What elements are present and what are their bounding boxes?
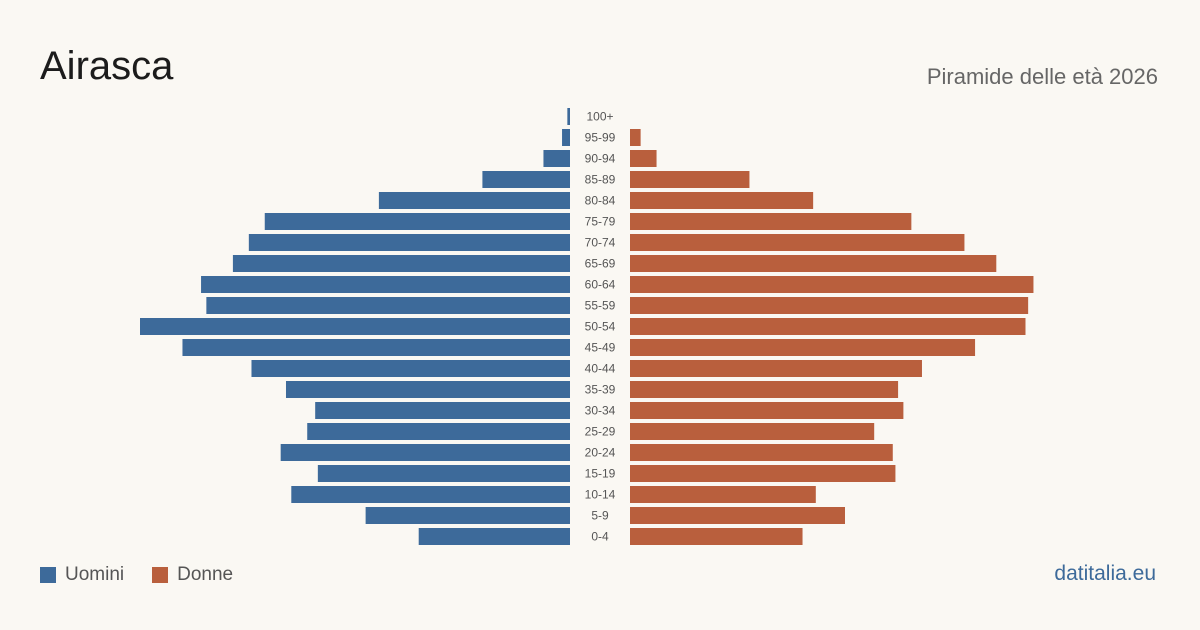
age-label-25-29: 25-29: [585, 425, 616, 439]
bar-women-5-9: [630, 507, 845, 524]
bar-men-15-19: [317, 465, 570, 482]
bar-women-80-84: [630, 192, 814, 209]
bar-women-65-69: [630, 255, 997, 272]
bar-men-40-44: [251, 360, 570, 377]
bar-women-10-14: [630, 486, 816, 503]
bar-women-95-99: [630, 129, 641, 146]
bar-women-40-44: [630, 360, 922, 377]
age-label-75-79: 75-79: [585, 215, 616, 229]
age-label-90-94: 90-94: [585, 152, 616, 166]
legend-swatch-men: [40, 567, 56, 583]
bar-men-60-64: [201, 276, 570, 293]
age-label-95-99: 95-99: [585, 131, 616, 145]
bar-women-75-79: [630, 213, 912, 230]
legend-item-women: Donne: [152, 564, 233, 586]
age-label-40-44: 40-44: [585, 362, 616, 376]
bar-women-30-34: [630, 402, 904, 419]
age-label-85-89: 85-89: [585, 173, 616, 187]
bar-men-45-49: [182, 339, 571, 356]
bar-men-10-14: [291, 486, 570, 503]
chart-subtitle: Piramide delle età 2026: [926, 64, 1158, 89]
bar-men-5-9: [365, 507, 570, 524]
age-label-65-69: 65-69: [585, 257, 616, 271]
bar-men-95-99: [562, 129, 570, 146]
bar-women-15-19: [630, 465, 896, 482]
bar-women-50-54: [630, 318, 1026, 335]
legend-label-men: Uomini: [65, 564, 125, 585]
age-label-20-24: 20-24: [585, 446, 616, 460]
bar-women-70-74: [630, 234, 965, 251]
legend-label-women: Donne: [177, 564, 234, 585]
bar-women-25-29: [630, 423, 875, 440]
bar-men-80-84: [378, 192, 570, 209]
age-label-80-84: 80-84: [585, 194, 616, 208]
bar-women-35-39: [630, 381, 899, 398]
bar-men-35-39: [285, 381, 570, 398]
bar-men-65-69: [232, 255, 570, 272]
age-label-5-9: 5-9: [591, 509, 609, 523]
bar-men-55-59: [206, 297, 570, 314]
legend-item-men: Uomini: [40, 564, 124, 586]
age-label-45-49: 45-49: [585, 341, 616, 355]
age-label-70-74: 70-74: [585, 236, 616, 250]
age-label-35-39: 35-39: [585, 383, 616, 397]
bar-men-75-79: [264, 213, 570, 230]
bar-men-85-89: [482, 171, 570, 188]
bar-women-20-24: [630, 444, 893, 461]
bar-women-45-49: [630, 339, 976, 356]
bar-women-60-64: [630, 276, 1034, 293]
age-label-30-34: 30-34: [585, 404, 616, 418]
bar-women-55-59: [630, 297, 1029, 314]
age-label-50-54: 50-54: [585, 320, 616, 334]
bar-men-90-94: [543, 150, 570, 167]
bar-men-30-34: [315, 402, 570, 419]
bar-men-20-24: [280, 444, 570, 461]
page-title: Airasca: [40, 44, 174, 88]
bar-men-0-4: [418, 528, 570, 545]
bar-men-70-74: [248, 234, 571, 251]
bar-men-100plus: [567, 108, 570, 125]
brand-link[interactable]: datitalia.eu: [1054, 562, 1156, 585]
age-label-55-59: 55-59: [585, 299, 616, 313]
chart-legend: Uomini Donne: [40, 564, 233, 586]
age-label-60-64: 60-64: [585, 278, 616, 292]
age-label-15-19: 15-19: [585, 467, 616, 481]
bar-women-85-89: [630, 171, 750, 188]
bar-women-0-4: [630, 528, 803, 545]
age-label-100plus: 100+: [586, 110, 613, 124]
bar-women-90-94: [630, 150, 657, 167]
age-label-0-4: 0-4: [591, 530, 609, 544]
age-label-10-14: 10-14: [585, 488, 616, 502]
legend-swatch-women: [152, 567, 169, 583]
bar-men-50-54: [140, 318, 570, 335]
bar-men-25-29: [307, 423, 570, 440]
